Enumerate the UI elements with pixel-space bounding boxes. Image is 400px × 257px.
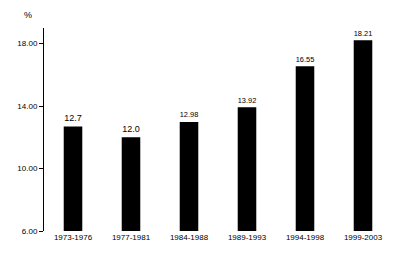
svg-text:12.7: 12.7 [64,113,82,123]
svg-text:12.98: 12.98 [180,110,199,119]
svg-text:14.00: 14.00 [17,102,38,111]
svg-text:1994-1998: 1994-1998 [286,233,325,242]
svg-text:13.92: 13.92 [238,96,257,105]
svg-text:1989-1993: 1989-1993 [228,233,267,242]
svg-text:1984-1988: 1984-1988 [170,233,209,242]
svg-text:18.21: 18.21 [354,29,373,38]
svg-text:1999-2003: 1999-2003 [344,233,383,242]
svg-text:12.0: 12.0 [122,124,140,134]
svg-text:6.00: 6.00 [22,227,38,236]
svg-text:18.00: 18.00 [17,39,38,48]
svg-text:16.55: 16.55 [296,55,315,64]
svg-text:1973-1976: 1973-1976 [54,233,93,242]
svg-text:%: % [24,10,32,20]
svg-text:10.00: 10.00 [17,164,38,173]
svg-text:1977-1981: 1977-1981 [112,233,151,242]
